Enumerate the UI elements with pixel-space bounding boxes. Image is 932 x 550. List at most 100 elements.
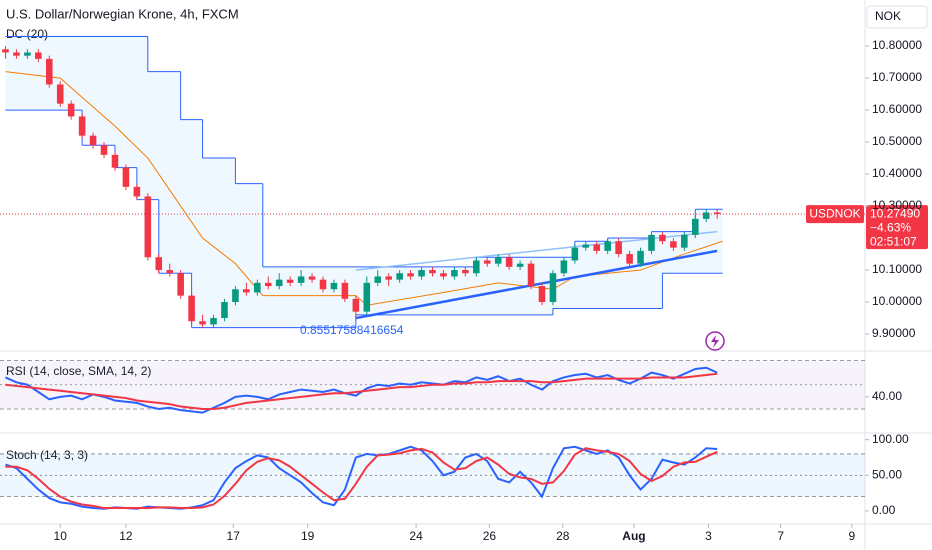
x-tick-label: 26 [483,529,497,543]
x-tick-label: 28 [556,529,570,543]
candle-body [440,273,447,277]
candle-body [188,295,195,322]
candle-body [538,286,546,303]
chart-title: U.S. Dollar/Norwegian Krone, 4h, FXCM [6,6,239,21]
y-tick-label: 10.60000 [872,102,922,116]
candle-body [319,279,327,290]
candle-body [56,84,64,104]
trendline [355,249,718,320]
candle-body [670,241,677,248]
x-tick-label: 10 [54,529,68,543]
candle-body [264,282,272,287]
candle-body [89,135,97,146]
candle-body [505,257,513,267]
stoch-tick-label: 0.00 [872,503,896,517]
y-tick-label: 10.50000 [872,134,922,148]
stoch-tick-label: 50.00 [872,467,902,481]
candle-body [341,282,349,299]
symbol-box [806,205,864,224]
candle-body [155,257,163,271]
candle-body [24,52,31,56]
candle-body [78,116,86,136]
candle-body [177,273,184,296]
change: −4.63% [870,220,911,234]
y-tick-label: 9.90000 [872,326,916,340]
x-tick-label: 9 [849,529,856,543]
candle-body [637,250,644,264]
candle-body [330,282,338,290]
stoch-line [5,447,718,510]
trendline [355,230,718,271]
y-tick-label: 10.30000 [872,198,922,212]
x-tick-label: 3 [705,529,712,543]
candle-body [418,270,425,277]
candle-body [659,234,666,242]
candle-body [429,270,436,274]
candle-body [144,196,152,258]
y-tick-label: 10.40000 [872,166,922,180]
candle-body [549,273,557,303]
indicator-label: DC (20) [6,27,48,41]
candle-body [352,298,360,312]
x-tick-label: 24 [409,529,423,543]
stoch-label: Stoch (14, 3, 3) [6,448,88,462]
candle-body [713,212,721,215]
candle-body [462,270,469,274]
candle-body [275,279,283,287]
symbol: USDNOK [809,206,860,220]
candle-body [473,260,480,274]
candle-body [210,318,217,325]
background [5,36,723,328]
candle-body [67,103,75,117]
candle-body [451,270,458,277]
candle-body [648,234,655,251]
candle-body [571,247,579,261]
candle-body [232,289,239,303]
candle-body [133,186,141,197]
candle-body [286,279,294,283]
candle-body [35,52,42,59]
stoch-tick-label: 100.00 [872,432,909,446]
rsi-label: RSI (14, close, SMA, 14, 2) [6,364,151,378]
candle-body [516,263,524,267]
candle-body [407,273,414,277]
candle-body [2,49,9,53]
candle-body [527,263,535,287]
candle-body [166,270,173,274]
candle-body [560,260,568,274]
candle-body [308,276,316,280]
candle-body [702,212,710,219]
candle-body [221,302,228,319]
dc-fill [5,36,723,328]
candle-body [593,244,601,251]
currency-box[interactable] [866,5,928,29]
candle-body [243,289,250,293]
candle-body [122,167,130,187]
candle-body [374,276,382,283]
candle-body [111,154,119,168]
candle-body [13,52,20,56]
x-tick-label: Aug [622,529,645,543]
candle-body [626,254,633,264]
last-price-label: 10.27490 [870,206,920,220]
candle-body [199,321,206,325]
candle-body [582,244,590,248]
annotation: 0.85517588416654 [300,323,404,337]
candle-body [297,276,305,283]
y-tick-label: 10.10000 [872,262,922,276]
candle-body [254,282,261,293]
candle-body [681,234,688,248]
candle-body [363,282,371,312]
x-tick-label: 17 [227,529,241,543]
candle-body [692,218,699,235]
price-box [866,205,928,250]
countdown: 02:51:07 [870,234,917,248]
x-tick-label: 7 [777,529,784,543]
y-tick-label: 10.70000 [872,70,922,84]
candle-body [396,273,403,280]
candle-body [494,257,502,264]
currency: NOK [875,9,901,23]
y-tick-label: 10.80000 [872,38,922,52]
rsi-line [5,372,718,410]
candle-body [615,241,622,255]
